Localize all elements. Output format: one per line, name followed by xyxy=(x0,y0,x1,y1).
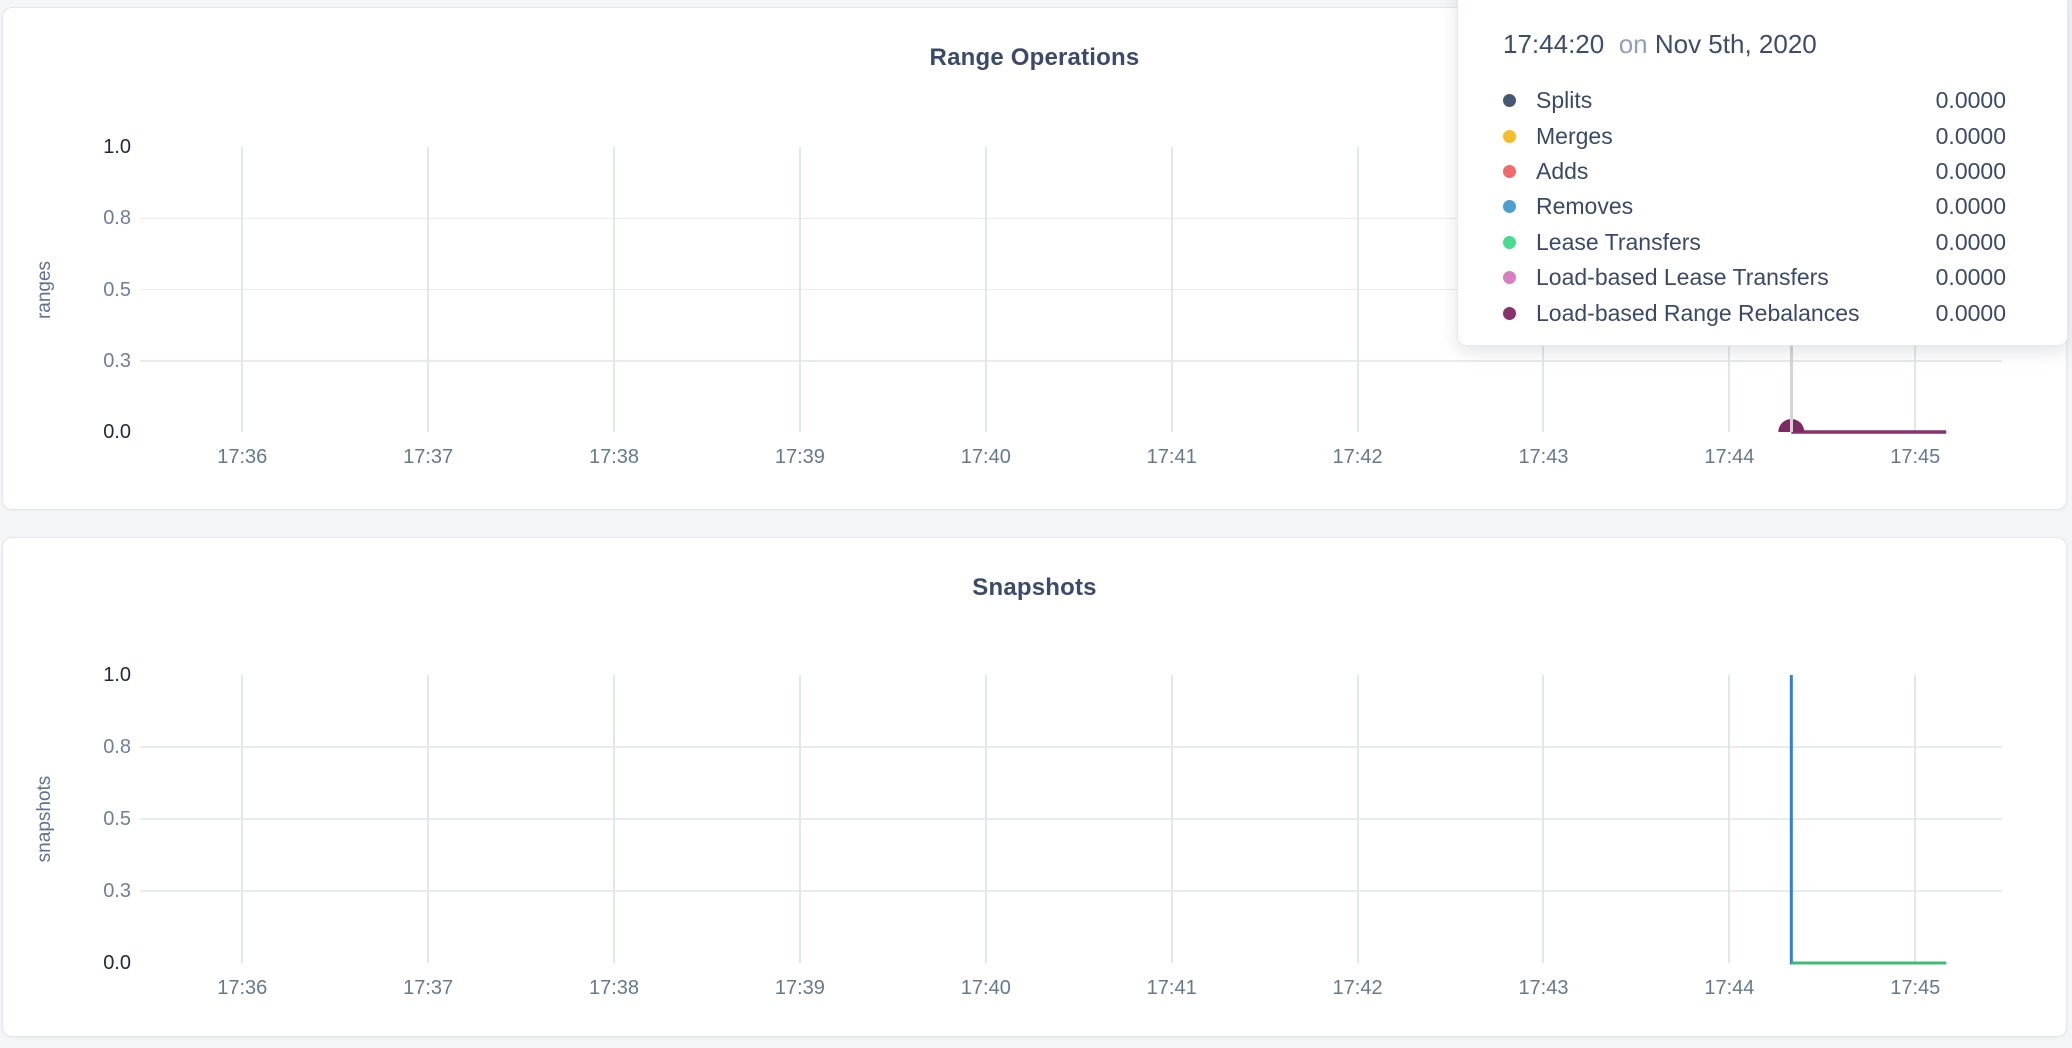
y-tick-label: 0.5 xyxy=(103,808,131,830)
x-tick-label: 17:36 xyxy=(217,446,268,468)
x-tick-label: 17:39 xyxy=(774,977,825,999)
tooltip-time: 17:44:20 xyxy=(1503,29,1605,59)
x-tick-label: 17:39 xyxy=(774,446,825,468)
tooltip-series-row: Removes 0.0000 xyxy=(1503,189,2006,224)
series-value: 0.0000 xyxy=(1935,157,2006,184)
x-tick-label: 17:38 xyxy=(588,446,640,468)
y-axis-label: snapshots xyxy=(34,775,55,863)
y-tick-label: 0.5 xyxy=(103,278,131,301)
x-tick-label: 17:37 xyxy=(403,446,454,468)
x-gridline xyxy=(613,675,616,963)
x-tick-label: 17:45 xyxy=(1890,446,1941,468)
x-tick-label: 17:40 xyxy=(960,446,1011,468)
series-line xyxy=(1789,675,1947,965)
x-tick-label: 17:44 xyxy=(1704,977,1755,999)
x-tick-label: 17:41 xyxy=(1146,446,1197,468)
series-label: Removes xyxy=(1536,193,1634,220)
series-color-dot xyxy=(1503,129,1516,143)
x-tick-label: 17:44 xyxy=(1704,446,1755,468)
series-label: Merges xyxy=(1536,122,1613,149)
y-gridline xyxy=(140,360,2002,362)
y-gridline xyxy=(140,818,2002,820)
tooltip-on-word: on xyxy=(1618,29,1648,59)
tooltip-date: Nov 5th, 2020 xyxy=(1654,29,1817,59)
series-color-dot xyxy=(1503,164,1516,178)
x-tick-label: 17:38 xyxy=(588,977,640,999)
x-gridline xyxy=(241,147,244,432)
y-gridline xyxy=(140,217,2002,219)
y-gridline xyxy=(140,288,2002,291)
x-gridline xyxy=(1728,675,1731,963)
series-value: 0.0000 xyxy=(1935,122,2006,149)
x-gridline xyxy=(1356,147,1359,432)
series-color-dot xyxy=(1503,94,1516,108)
x-gridline xyxy=(798,675,801,963)
x-gridline xyxy=(1542,675,1545,963)
series-label: Lease Transfers xyxy=(1536,228,1701,255)
x-gridline xyxy=(427,147,430,432)
tooltip-series-row: Load-based Range Rebalances 0.0000 xyxy=(1503,295,2006,330)
series-layer xyxy=(1789,675,1947,965)
y-gridline xyxy=(140,890,2002,892)
snapshots-plot-area[interactable]: 0.0 0.3 0.5 0.8 1.0 17:36 17:37 17:38 17:39 17:40… xyxy=(34,664,2002,999)
series-label: Load-based Range Rebalances xyxy=(1536,299,1860,326)
tooltip-series-row: Adds 0.0000 xyxy=(1503,154,2006,189)
x-tick-label: 17:42 xyxy=(1332,446,1383,468)
series-label: Adds xyxy=(1536,157,1589,184)
x-tick-label: 17:43 xyxy=(1518,446,1569,468)
tooltip-timestamp: 17:44:20 on Nov 5th, 2020 xyxy=(1503,27,2006,61)
chart-hover-tooltip: 17:44:20 on Nov 5th, 2020 Splits 0.0000 Me… xyxy=(1457,0,2068,346)
x-tick-label: 17:37 xyxy=(403,977,454,999)
chart-title-range-operations: Range Operations xyxy=(929,44,1140,71)
series-value: 0.0000 xyxy=(1935,228,2006,255)
tooltip-series-row: Merges 0.0000 xyxy=(1503,118,2006,153)
x-tick-label: 17:36 xyxy=(217,977,268,999)
chart-title-snapshots: Snapshots xyxy=(972,574,1097,601)
tooltip-series-list: Splits 0.0000 Merges 0.0000 Adds 0.0000 Remove… xyxy=(1503,83,2006,331)
series-color-dot xyxy=(1503,235,1516,249)
x-gridline xyxy=(984,675,987,963)
y-tick-label: 0.8 xyxy=(103,207,131,230)
y-tick-label: 1.0 xyxy=(103,664,131,686)
range-operations-plot-area[interactable]: 0.0 0.3 0.5 0.8 1.0 17:36 17:37 17:38 17:39 17:40… xyxy=(34,136,2002,468)
x-tick-label: 17:45 xyxy=(1890,977,1941,999)
x-gridline xyxy=(798,147,801,432)
y-tick-label: 0.0 xyxy=(103,421,131,443)
x-gridline xyxy=(241,675,244,963)
series-value: 0.0000 xyxy=(1935,193,2006,220)
tooltip-series-row: Splits 0.0000 xyxy=(1503,83,2006,118)
series-label: Load-based Lease Transfers xyxy=(1536,264,1829,291)
x-tick-label: 17:41 xyxy=(1146,977,1197,999)
x-gridline xyxy=(1170,147,1173,432)
x-gridline xyxy=(1356,675,1359,963)
y-tick-label: 0.3 xyxy=(103,880,131,902)
tooltip-series-row: Lease Transfers 0.0000 xyxy=(1503,225,2006,260)
x-tick-label: 17:40 xyxy=(960,977,1011,999)
x-gridline xyxy=(1170,675,1173,963)
x-tick-label: 17:43 xyxy=(1518,977,1569,999)
y-tick-label: 1.0 xyxy=(103,136,131,158)
y-tick-label: 0.0 xyxy=(103,952,131,974)
series-label: Splits xyxy=(1536,87,1593,114)
x-gridline xyxy=(613,147,616,432)
x-gridline xyxy=(427,675,430,963)
y-gridline xyxy=(140,746,2002,748)
x-tick-label: 17:42 xyxy=(1332,977,1383,999)
y-tick-label: 0.8 xyxy=(103,736,131,758)
series-value: 0.0000 xyxy=(1935,87,2006,114)
y-axis-label: ranges xyxy=(34,260,55,319)
series-color-dot xyxy=(1503,271,1516,285)
snapshots-card: Snapshots xyxy=(2,537,2067,1037)
tooltip-conjunction xyxy=(1611,29,1618,59)
series-color-dot xyxy=(1503,200,1516,214)
tooltip-series-row: Load-based Lease Transfers 0.0000 xyxy=(1503,260,2006,295)
series-value: 0.0000 xyxy=(1935,264,2006,291)
series-value: 0.0000 xyxy=(1935,299,2006,326)
y-tick-label: 0.3 xyxy=(103,349,131,372)
series-color-dot xyxy=(1503,306,1516,320)
x-gridline xyxy=(984,147,987,432)
x-gridline xyxy=(1914,675,1917,963)
